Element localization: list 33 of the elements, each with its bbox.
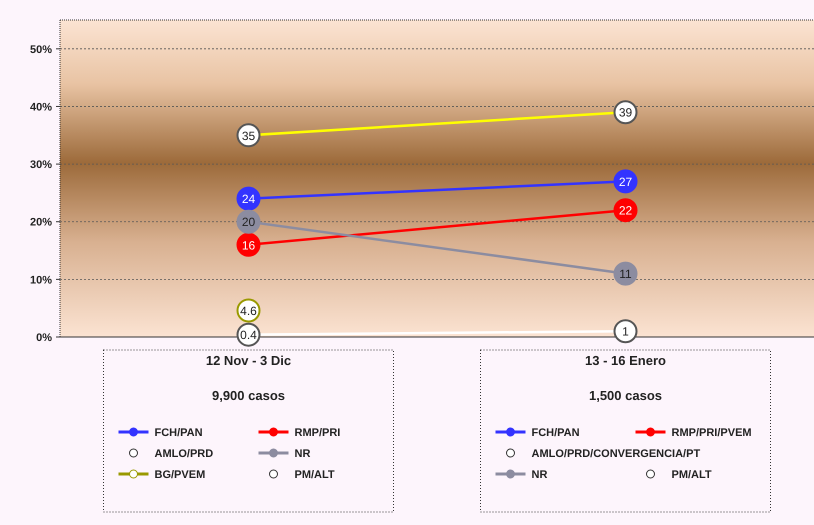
x-tick-label: 13 - 16 Enero: [585, 353, 666, 368]
data-label: 0.4: [240, 328, 258, 342]
y-tick-label: 0%: [36, 332, 52, 344]
text: PM/ALT: [672, 469, 712, 481]
y-tick-label: 10%: [30, 274, 52, 286]
data-label: 16: [242, 238, 256, 252]
data-label: 22: [618, 204, 632, 218]
data-label: 24: [242, 192, 256, 206]
y-tick-label: 50%: [30, 44, 52, 56]
legend-label: PM/ALT: [294, 469, 335, 481]
text: NR: [532, 469, 548, 481]
y-tick-label: 30%: [30, 159, 52, 172]
data-label: 27: [618, 174, 632, 189]
text: 1,500 casos: [588, 388, 662, 403]
data-label: 4.6: [240, 304, 258, 318]
text: 9,900 casos: [212, 388, 286, 403]
y-tick-label: 40%: [30, 101, 52, 114]
legend-label: FCH/PAN: [154, 427, 203, 439]
data-label: 1: [622, 324, 630, 339]
text: FCH/PAN: [532, 427, 580, 439]
y-tick-label: 20%: [30, 216, 52, 229]
legend-label: BG/PVEM: [154, 469, 206, 481]
data-label: 11: [619, 267, 632, 282]
legend-label: NR: [294, 448, 310, 460]
point: [614, 319, 638, 344]
data-label: 20: [242, 215, 256, 230]
x-tick-label: 12 Nov - 3 Dic: [206, 353, 292, 368]
text: AMLO/PRD/CONVERGENCIA/PT: [532, 448, 700, 460]
legend-label: AMLO/PRD: [154, 448, 214, 460]
legend-label: RMP/PRI: [294, 427, 340, 439]
data-label: 39: [618, 106, 632, 120]
text: RMP/PRI/PVEM: [672, 427, 752, 439]
data-label: 35: [242, 128, 256, 143]
